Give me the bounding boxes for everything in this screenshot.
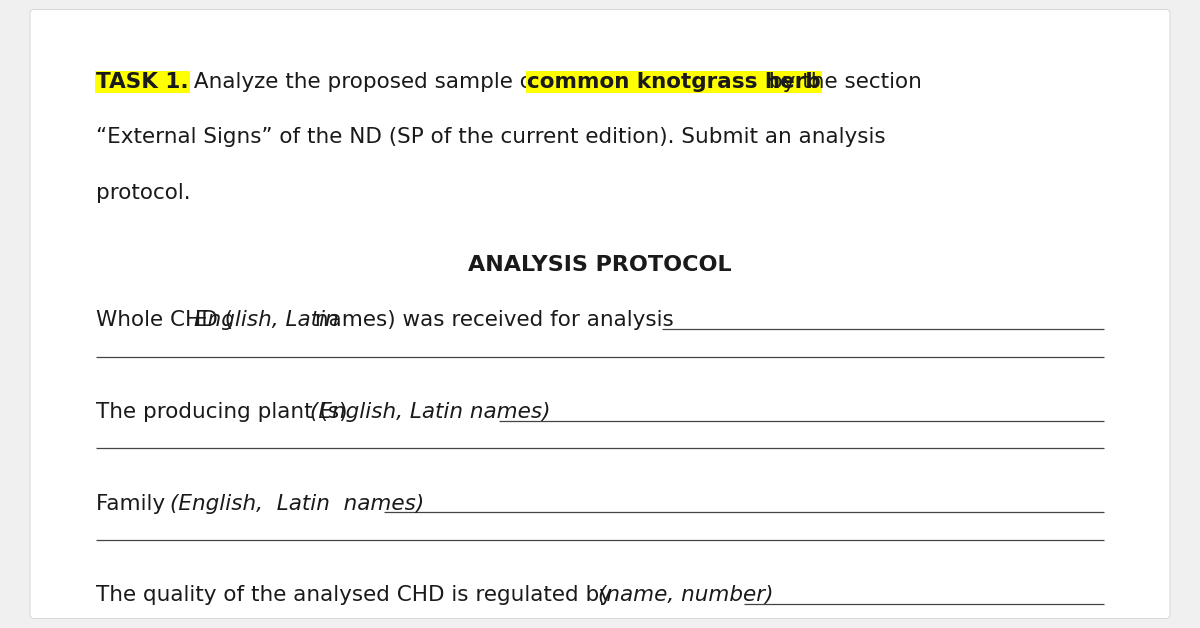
Text: The producing plant (s): The producing plant (s): [96, 402, 354, 422]
Text: names) was received for analysis: names) was received for analysis: [308, 310, 674, 330]
Text: Analyze the proposed sample of: Analyze the proposed sample of: [187, 72, 547, 92]
Text: protocol.: protocol.: [96, 183, 191, 203]
Text: TASK 1.: TASK 1.: [96, 72, 188, 92]
Text: (English, Latin names): (English, Latin names): [310, 402, 550, 422]
Text: common knotgrass herb: common knotgrass herb: [527, 72, 821, 92]
Text: Whole CHD (: Whole CHD (: [96, 310, 233, 330]
Text: The quality of the analysed CHD is regulated by: The quality of the analysed CHD is regul…: [96, 585, 619, 605]
Text: by the section: by the section: [762, 72, 922, 92]
Text: (English,  Latin  names): (English, Latin names): [170, 494, 425, 514]
Text: “External Signs” of the ND (SP of the current edition). Submit an analysis: “External Signs” of the ND (SP of the cu…: [96, 127, 886, 148]
Text: ANALYSIS PROTOCOL: ANALYSIS PROTOCOL: [468, 255, 732, 275]
Text: (name, number): (name, number): [598, 585, 773, 605]
Text: English, Latin: English, Latin: [194, 310, 340, 330]
FancyBboxPatch shape: [30, 9, 1170, 619]
Text: Family: Family: [96, 494, 179, 514]
